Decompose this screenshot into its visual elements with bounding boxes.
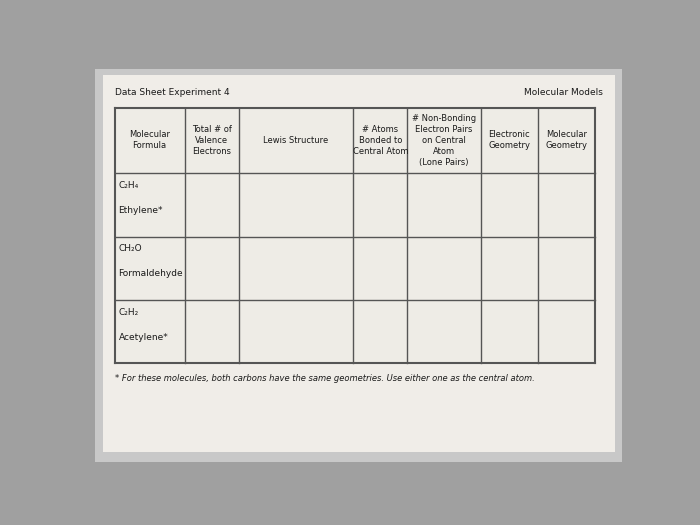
- Text: Total # of
Valence
Electrons: Total # of Valence Electrons: [192, 125, 232, 156]
- Bar: [115, 108, 595, 363]
- Text: CH₂O

Formaldehyde: CH₂O Formaldehyde: [118, 244, 183, 278]
- Text: * For these molecules, both carbons have the same geometries. Use either one as : * For these molecules, both carbons have…: [115, 374, 534, 383]
- Text: Electronic
Geometry: Electronic Geometry: [488, 130, 530, 151]
- Text: Molecular Models: Molecular Models: [524, 88, 603, 97]
- Text: Molecular
Formula: Molecular Formula: [129, 130, 170, 151]
- Text: C₂H₄

Ethylene*: C₂H₄ Ethylene*: [118, 181, 163, 215]
- Text: # Non-Bonding
Electron Pairs
on Central
Atom
(Lone Pairs): # Non-Bonding Electron Pairs on Central …: [412, 114, 476, 167]
- Text: # Atoms
Bonded to
Central Atom: # Atoms Bonded to Central Atom: [353, 125, 408, 156]
- Text: Data Sheet Experiment 4: Data Sheet Experiment 4: [115, 88, 230, 97]
- Text: Molecular
Geometry: Molecular Geometry: [545, 130, 587, 151]
- Text: C₂H₂

Acetylene*: C₂H₂ Acetylene*: [118, 308, 168, 342]
- Text: Lewis Structure: Lewis Structure: [263, 136, 328, 145]
